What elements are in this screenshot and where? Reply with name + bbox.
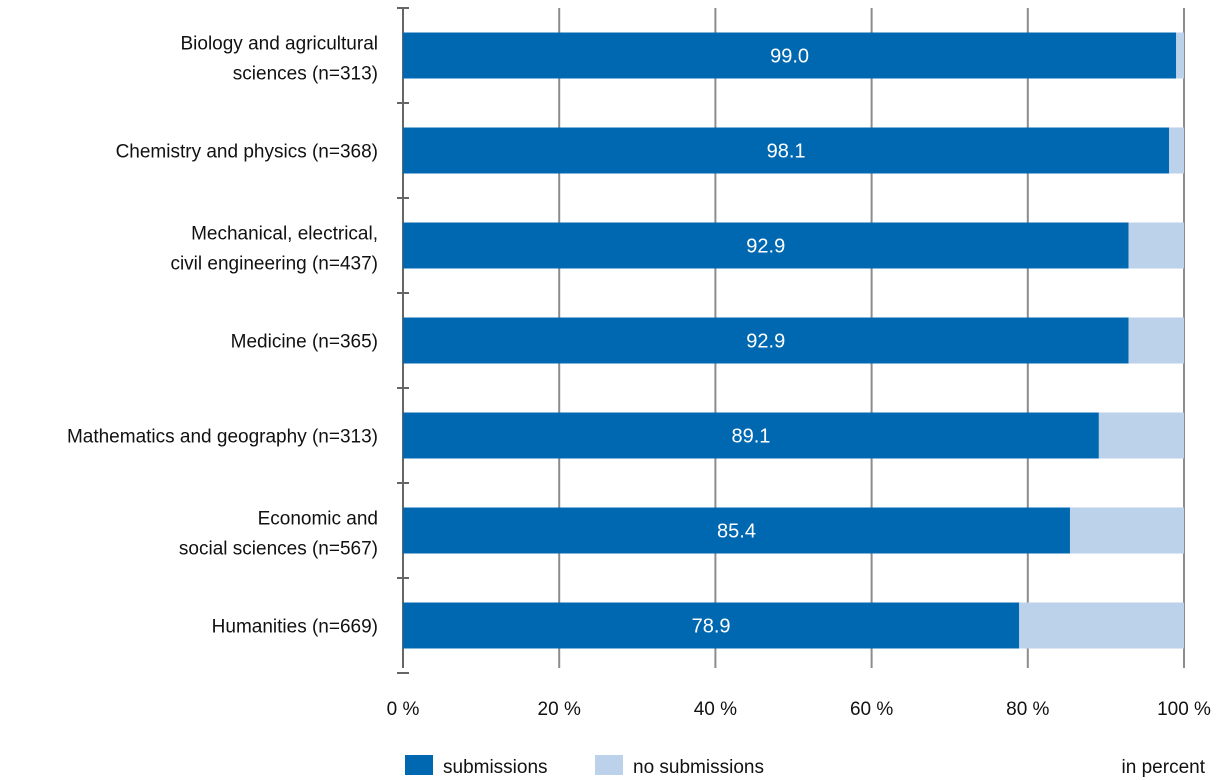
bars: 99.0 98.1 92.9 92.9 89.1 85.4 78.9 [403, 32, 1184, 649]
category-label: social sciences (n=567) [179, 539, 378, 560]
category-label: Mechanical, electrical, [191, 224, 378, 245]
category-labels: Biology and agricultural sciences (n=313)… [67, 34, 378, 638]
bar-value-label: 85.4 [717, 521, 756, 543]
unit-note: in percent [1122, 757, 1206, 778]
bar-no-submissions [1128, 317, 1184, 364]
bar-value-label: 89.1 [731, 426, 770, 448]
bar-no-submissions [1069, 507, 1184, 554]
category-label: civil engineering (n=437) [170, 254, 378, 275]
bar-no-submissions [1169, 127, 1184, 174]
bar-submissions [403, 32, 1177, 79]
bar-value-label: 92.9 [746, 236, 785, 258]
legend-swatch-submissions [405, 755, 433, 775]
x-tick-label: 100 % [1157, 699, 1211, 720]
bar-no-submissions [1098, 412, 1184, 459]
category-label: sciences (n=313) [233, 64, 378, 85]
x-axis-ticks: 0 % 20 % 40 % 60 % 80 % 100 % [387, 699, 1211, 720]
bar-value-label: 99.0 [770, 46, 809, 68]
bar-submissions [403, 507, 1070, 554]
bar-no-submissions [1176, 32, 1184, 79]
bar-no-submissions [1019, 602, 1184, 649]
x-tick-label: 40 % [694, 699, 737, 720]
category-label: Mathematics and geography (n=313) [67, 427, 378, 448]
bar-value-label: 78.9 [692, 616, 731, 638]
category-label: Economic and [258, 509, 378, 530]
category-label: Chemistry and physics (n=368) [116, 142, 378, 163]
legend: submissions no submissions in percent [405, 755, 1206, 778]
category-label: Biology and agricultural [180, 34, 378, 55]
bar-submissions [403, 127, 1170, 174]
legend-label-no-submissions: no submissions [633, 757, 764, 778]
category-label: Humanities (n=669) [212, 617, 378, 638]
legend-label-submissions: submissions [443, 757, 548, 778]
bar-submissions [403, 222, 1129, 269]
bar-submissions [403, 412, 1099, 459]
bar-value-label: 92.9 [746, 331, 785, 353]
x-tick-label: 20 % [538, 699, 581, 720]
bar-no-submissions [1128, 222, 1184, 269]
bar-submissions [403, 317, 1129, 364]
x-tick-label: 0 % [387, 699, 420, 720]
x-tick-label: 80 % [1006, 699, 1049, 720]
category-label: Medicine (n=365) [231, 332, 378, 353]
x-tick-label: 60 % [850, 699, 893, 720]
bar-submissions [403, 602, 1020, 649]
legend-swatch-no-submissions [595, 755, 623, 775]
bar-value-label: 98.1 [767, 141, 806, 163]
